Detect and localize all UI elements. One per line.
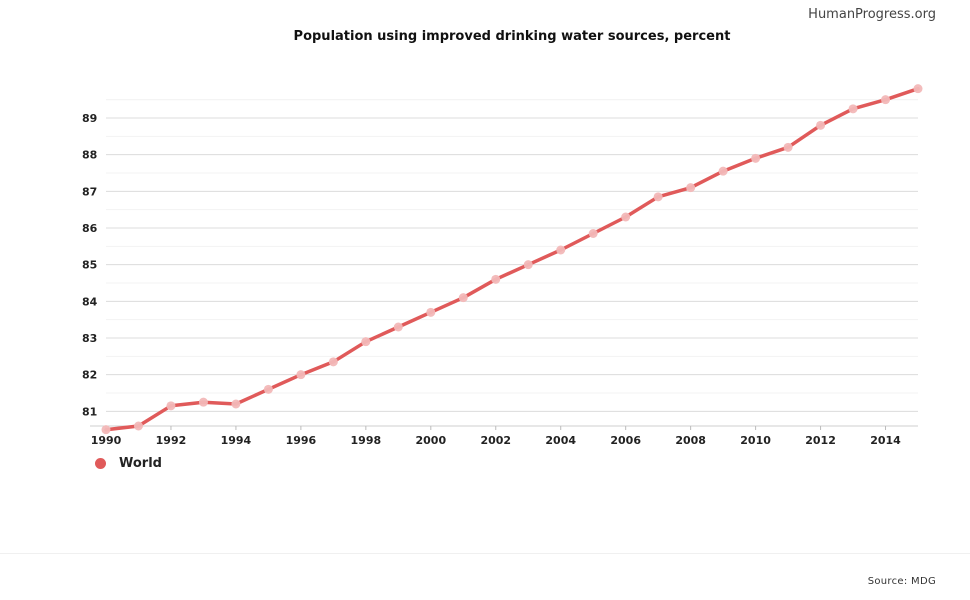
grid-lines [90, 99, 918, 427]
x-tick-label: 2004 [545, 434, 576, 447]
x-tick-label: 1994 [221, 434, 252, 447]
y-axis-ticks: 81 82 83 84 85 86 87 88 89 [82, 112, 98, 418]
y-tick-label: 83 [82, 332, 97, 345]
data-point [816, 120, 826, 130]
y-tick-label: 89 [82, 112, 97, 125]
x-tick-label: 2006 [610, 434, 641, 447]
series-line-world [104, 86, 920, 432]
x-tick-label: 1996 [286, 434, 317, 447]
data-point [166, 401, 176, 411]
y-tick-label: 84 [82, 295, 98, 308]
chart-title: Population using improved drinking water… [293, 29, 731, 44]
data-point [913, 84, 923, 94]
data-point [361, 337, 371, 347]
x-tick-label: 1998 [351, 434, 382, 447]
y-tick-label: 86 [82, 222, 98, 235]
data-point [296, 370, 306, 380]
x-tick-label: 1992 [156, 434, 187, 447]
data-point [686, 183, 696, 193]
data-point [393, 322, 403, 332]
y-tick-label: 87 [82, 185, 97, 198]
data-point [556, 245, 566, 255]
data-point [263, 384, 273, 394]
x-tick-label: 2008 [675, 434, 706, 447]
data-point [621, 212, 631, 222]
y-tick-label: 81 [82, 405, 97, 418]
data-point [328, 357, 338, 367]
x-axis-ticks: 1990 1992 1994 1996 1998 2000 2002 2004 2006 2008… [91, 426, 901, 447]
legend: World [95, 456, 162, 471]
data-point [783, 142, 793, 152]
data-point [133, 421, 143, 431]
data-point [653, 192, 663, 202]
y-tick-label: 82 [82, 369, 97, 382]
data-point [231, 399, 241, 409]
x-tick-label: 2002 [480, 434, 511, 447]
watermark: HumanProgress.org [808, 7, 936, 22]
y-tick-label: 88 [82, 149, 97, 162]
data-point [848, 104, 858, 114]
data-point [426, 307, 436, 317]
x-tick-label: 2000 [415, 434, 446, 447]
series-layer [101, 84, 923, 435]
x-tick-label: 2012 [805, 434, 836, 447]
legend-marker-world [95, 458, 106, 469]
legend-label-world: World [119, 456, 162, 471]
x-tick-label: 2010 [740, 434, 771, 447]
data-point [588, 229, 598, 238]
data-point [491, 274, 501, 284]
data-point [101, 425, 111, 435]
data-point [751, 153, 761, 163]
x-tick-label: 1990 [91, 434, 122, 447]
source-note: Source: MDG [867, 576, 936, 587]
data-point [718, 166, 728, 176]
data-point [881, 95, 891, 105]
footer-divider [0, 553, 970, 554]
data-point [523, 260, 533, 270]
y-tick-label: 85 [82, 259, 97, 272]
data-point [458, 293, 468, 303]
data-point [198, 397, 208, 407]
x-tick-label: 2014 [870, 434, 901, 447]
